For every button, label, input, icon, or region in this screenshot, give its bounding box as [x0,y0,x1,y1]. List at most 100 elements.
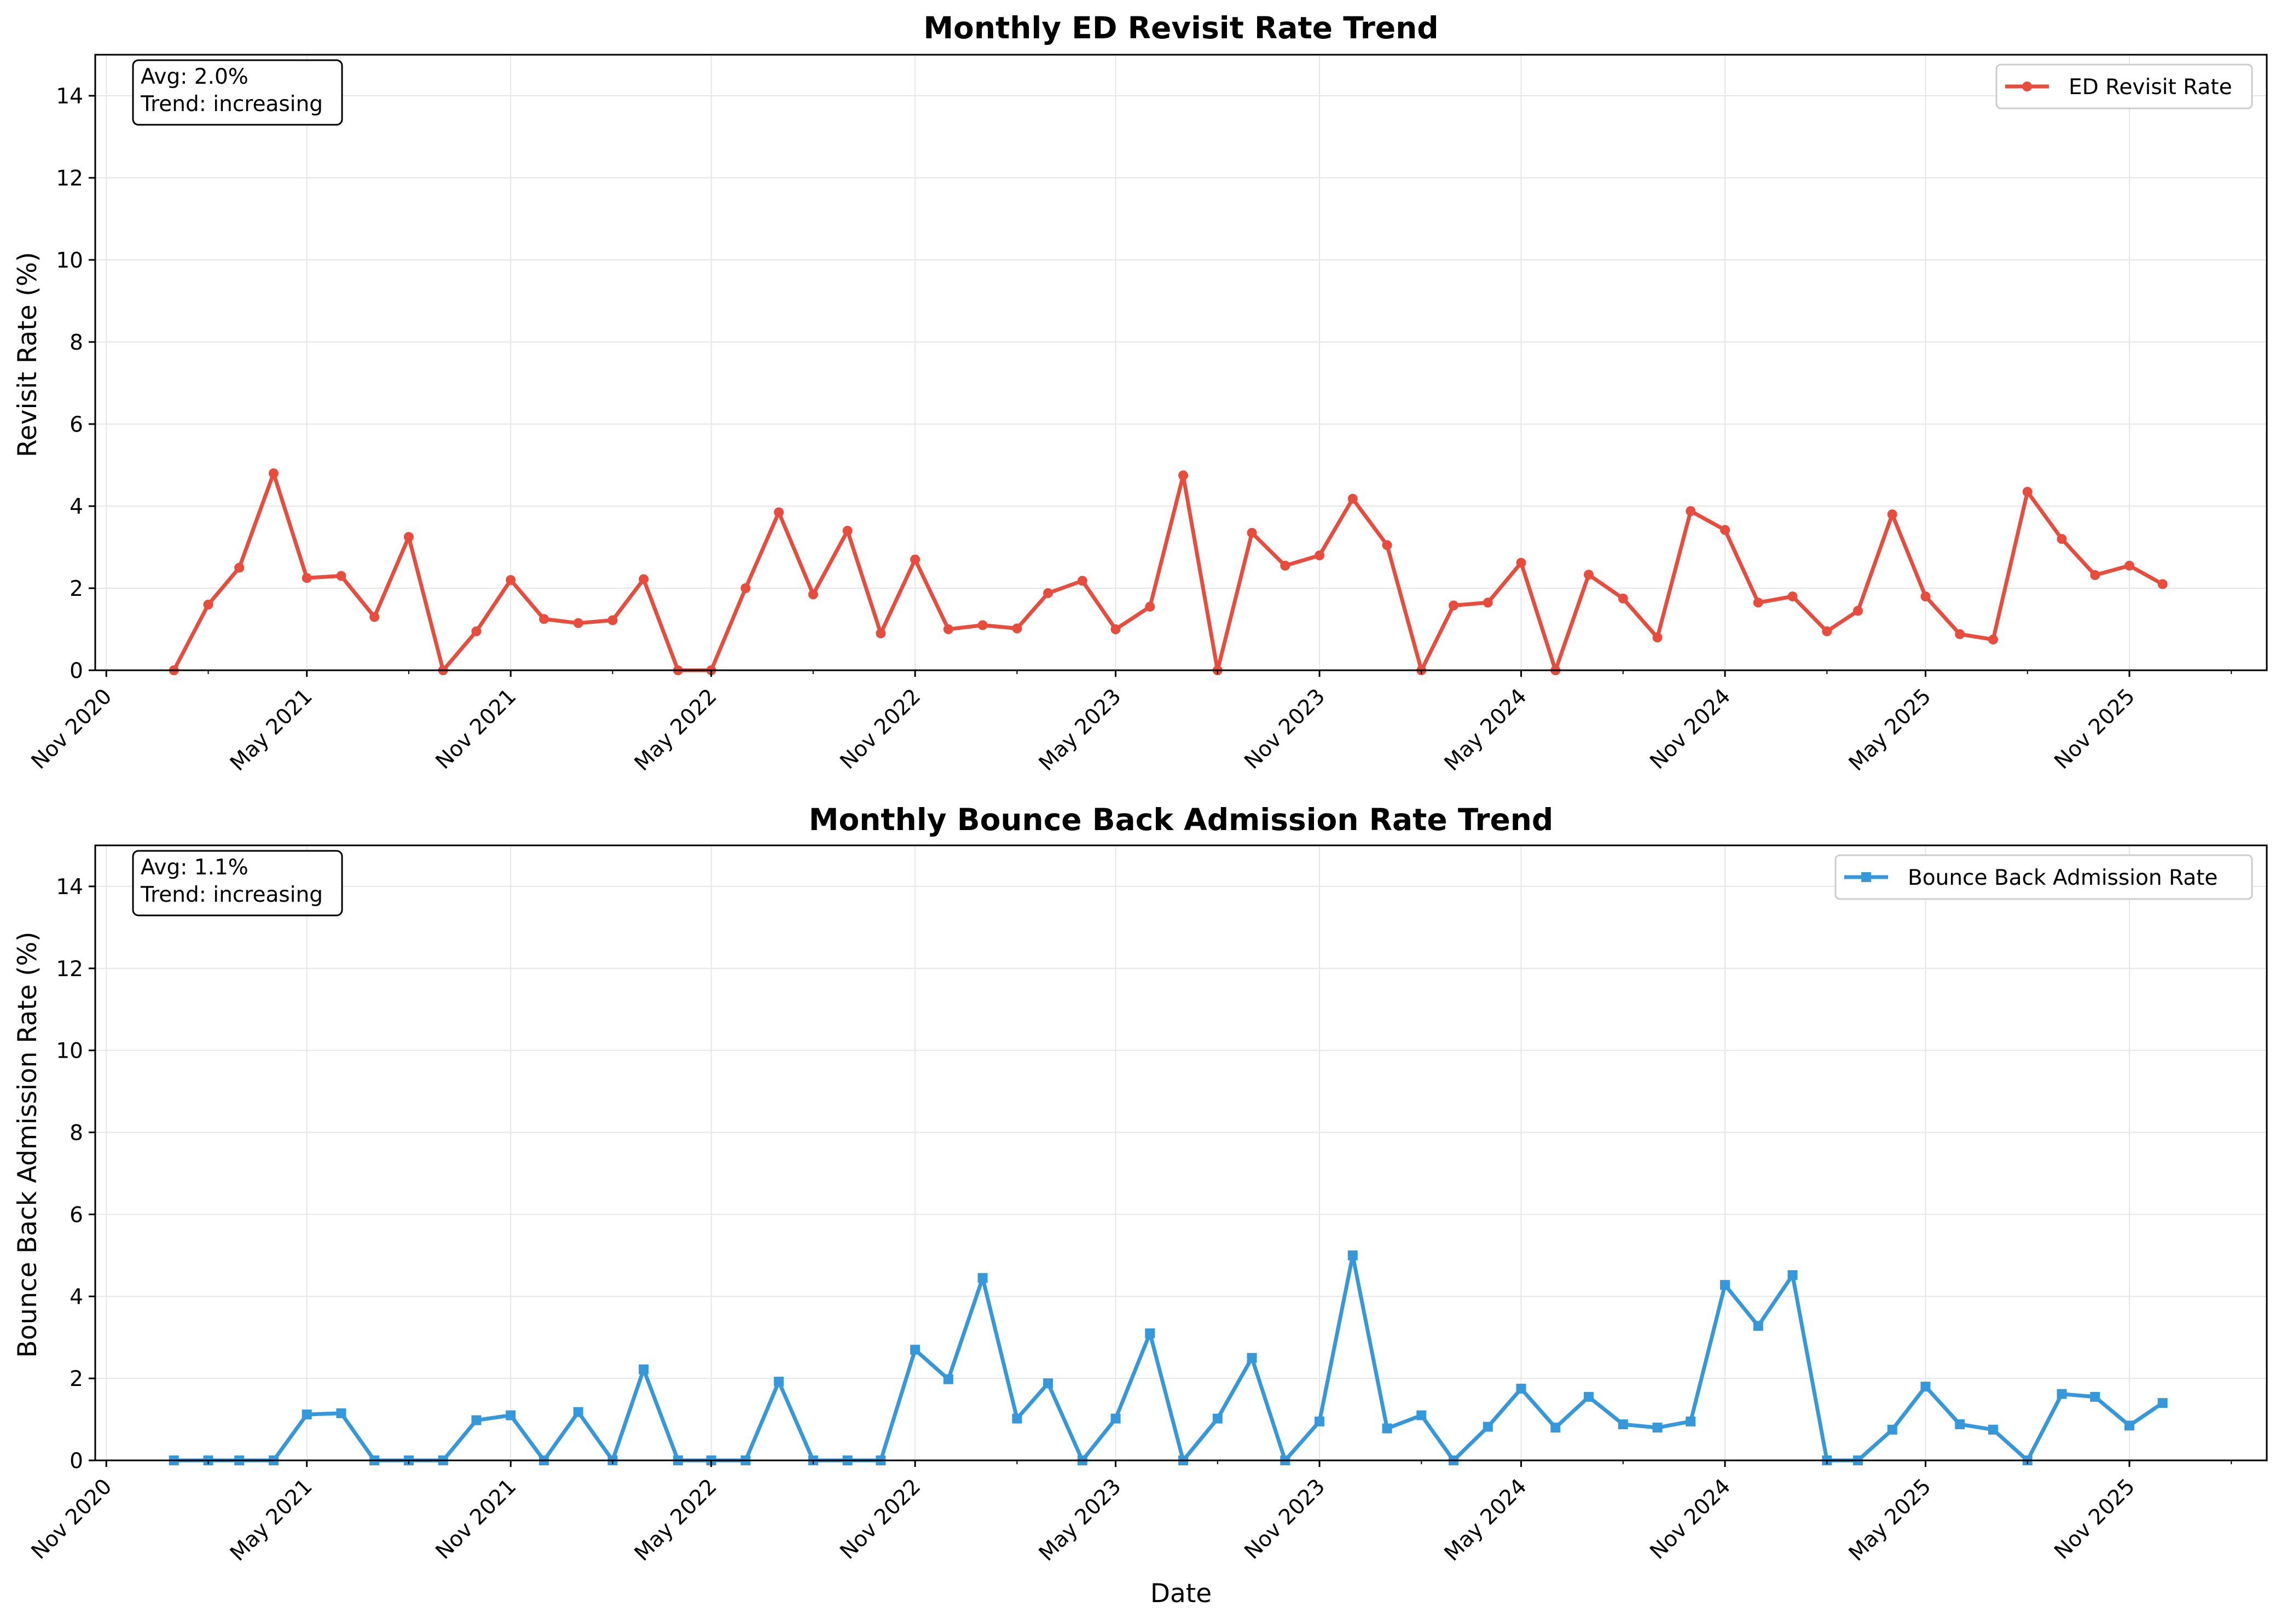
data-point [2090,1391,2100,1402]
legend-marker [2022,82,2032,91]
data-point [943,1374,953,1384]
data-point [1550,1423,1561,1433]
y-tick-label: 2 [70,1367,83,1391]
data-point [1584,570,1594,580]
data-point [268,468,279,478]
y-tick-label: 14 [56,84,83,109]
data-point [1887,509,1897,519]
data-point [774,1377,784,1387]
y-tick-label: 0 [70,659,83,683]
data-point [234,562,245,573]
data-point [774,507,784,518]
data-point [1887,1424,1897,1435]
y-tick-label: 4 [70,1285,83,1309]
data-point [573,618,583,628]
data-point [1652,1423,1663,1433]
legend-marker [1861,872,1871,882]
data-point [842,526,853,536]
legend: Bounce Back Admission Rate [1834,854,2253,900]
stats-annotation: Avg: 2.0% Trend: increasing [132,59,343,126]
data-point [2124,560,2134,571]
data-point [1012,623,1022,634]
stats-annotation: Avg: 1.1% Trend: increasing [132,850,343,917]
annotation-line: Avg: 1.1% [141,855,248,880]
data-point [336,571,346,581]
data-point [1686,1416,1696,1426]
data-point [471,626,482,636]
y-ticks: 0 2 4 6 8 10 12 14 [56,84,95,683]
data-point [1012,1413,1022,1424]
data-point [1686,506,1696,516]
data-point [506,1410,516,1420]
data-point [1110,624,1121,634]
data-point [1955,629,1965,639]
data-point [639,1364,649,1374]
data-point [977,1273,988,1283]
grid [95,845,2267,1461]
data-point [876,628,886,639]
y-tick-label: 12 [56,166,83,191]
plot-frame [94,844,2268,1461]
data-point [1584,1391,1594,1402]
legend-entry-label: Bounce Back Admission Rate [1908,866,2218,890]
data-point [403,532,414,542]
y-tick-label: 12 [56,957,83,982]
x-axis-label: Date [1150,1579,1212,1609]
annotation-line: Avg: 2.0% [141,65,248,89]
data-point [1652,633,1663,642]
data-point [1043,1378,1053,1389]
data-point [1920,1382,1931,1392]
y-tick-label: 8 [70,1121,83,1146]
data-point [1145,601,1155,612]
y-tick-label: 6 [70,413,83,437]
y-tick-label: 8 [70,330,83,355]
y-tick-label: 6 [70,1203,83,1227]
grid [95,55,2267,671]
data-point [2057,534,2067,544]
data-point [1043,588,1053,598]
data-point [1720,525,1730,535]
data-point [1247,1353,1257,1363]
data-point [2157,579,2168,589]
data-point [639,574,649,584]
data-point [2022,486,2033,497]
data-point [336,1408,346,1418]
legend: ED Revisit Rate [1995,63,2253,109]
data-point [1516,1383,1526,1394]
y-tick-label: 10 [56,1039,83,1064]
series-line [172,471,2164,672]
data-point [2057,1389,2067,1399]
data-point [1822,626,1832,636]
data-point [539,614,549,624]
data-point [302,1410,312,1420]
data-point [1787,1270,1798,1280]
chart-title: Monthly ED Revisit Rate Trend [923,10,1438,45]
data-point [1347,494,1358,504]
data-point [808,589,818,600]
annotation-box [132,59,343,126]
data-point [2090,570,2100,580]
data-point [1110,1413,1121,1424]
legend-entry-label: ED Revisit Rate [2069,75,2232,100]
data-point [1955,1419,1965,1430]
data-point [2124,1420,2134,1431]
data-point [1852,606,1863,616]
data-point [1787,591,1798,601]
data-point [943,624,953,634]
data-point [1145,1328,1155,1338]
data-point [1618,1419,1628,1430]
data-point [302,573,312,583]
data-point [1618,593,1628,604]
legend-box [1995,63,2253,109]
data-point [506,575,516,585]
data-point [1988,1424,1998,1435]
data-point [471,1415,482,1425]
data-point [573,1407,583,1417]
data-point [977,620,988,630]
data-point [910,1344,920,1355]
data-point [607,615,618,625]
y-tick-label: 4 [70,495,83,519]
data-point [369,612,380,622]
annotation-line: Trend: increasing [140,883,323,907]
